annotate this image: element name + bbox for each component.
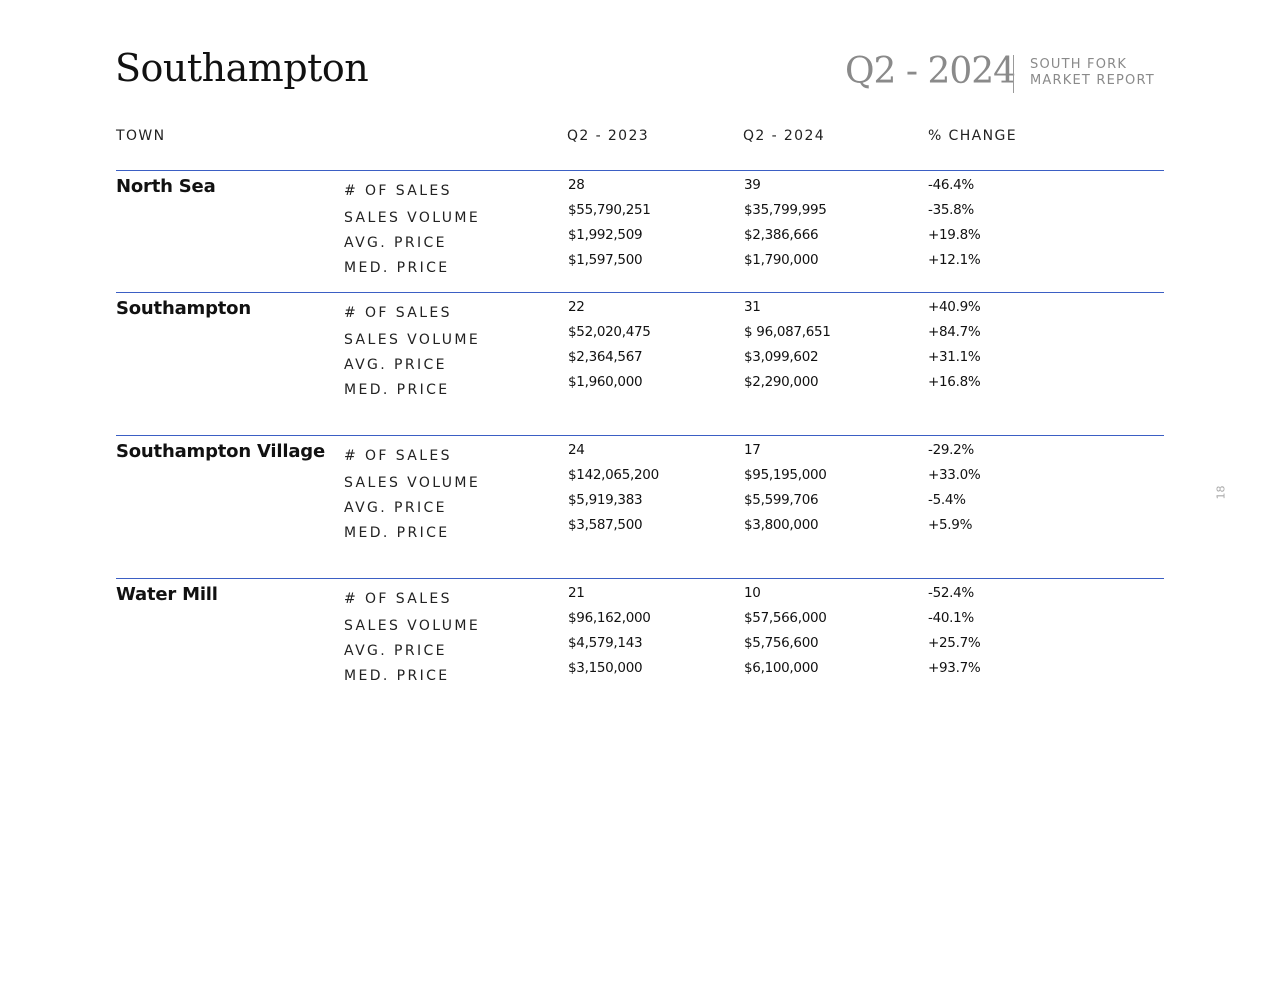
value-q2-2024: $2,386,666 bbox=[744, 227, 819, 243]
town-name: Water Mill bbox=[116, 584, 218, 605]
value-q2-2024: 17 bbox=[744, 442, 761, 458]
value-change: +31.1% bbox=[928, 349, 981, 365]
value-change: +5.9% bbox=[928, 517, 973, 533]
report-name-line-2: MARKET REPORT bbox=[1030, 73, 1155, 88]
value-change: +93.7% bbox=[928, 660, 981, 676]
value-q2-2024: $3,099,602 bbox=[744, 349, 819, 365]
town-section: North Sea # OF SALES 28 39 -46.4% SALES VOLUM… bbox=[116, 170, 1164, 311]
metric-label: AVG. PRICE bbox=[344, 235, 447, 251]
report-quarter: Q2 - 2024 bbox=[845, 51, 1016, 92]
value-change: -29.2% bbox=[928, 442, 974, 458]
town-name: Southampton bbox=[116, 298, 251, 319]
metric-label: MED. PRICE bbox=[344, 260, 450, 276]
value-change: +33.0% bbox=[928, 467, 981, 483]
value-q2-2023: $2,364,567 bbox=[568, 349, 643, 365]
metric-label: SALES VOLUME bbox=[344, 332, 481, 348]
value-change: +25.7% bbox=[928, 635, 981, 651]
column-header-town: TOWN bbox=[116, 128, 166, 144]
value-change: +84.7% bbox=[928, 324, 981, 340]
town-section: Water Mill # OF SALES 21 10 -52.4% SALES VOLU… bbox=[116, 578, 1164, 719]
column-header-q2-2024: Q2 - 2024 bbox=[743, 128, 826, 144]
town-section: Southampton Village # OF SALES 24 17 -29.2% S… bbox=[116, 435, 1164, 576]
town-section: Southampton # OF SALES 22 31 +40.9% SALES VOL… bbox=[116, 292, 1164, 433]
page-title: Southampton bbox=[115, 46, 369, 90]
page-number: 18 bbox=[1214, 485, 1228, 500]
metric-label: AVG. PRICE bbox=[344, 643, 447, 659]
value-q2-2023: $96,162,000 bbox=[568, 610, 651, 626]
town-name: Southampton Village bbox=[116, 441, 325, 462]
value-q2-2024: $1,790,000 bbox=[744, 252, 819, 268]
header-divider bbox=[1013, 55, 1014, 93]
metric-label: SALES VOLUME bbox=[344, 618, 481, 634]
metric-label: MED. PRICE bbox=[344, 382, 450, 398]
report-header: Q2 - 2024 SOUTH FORK MARKET REPORT bbox=[845, 52, 1165, 96]
value-q2-2023: $5,919,383 bbox=[568, 492, 643, 508]
report-name: SOUTH FORK MARKET REPORT bbox=[1030, 57, 1155, 89]
column-header-q2-2023: Q2 - 2023 bbox=[567, 128, 650, 144]
value-q2-2024: 39 bbox=[744, 177, 761, 193]
metric-label: MED. PRICE bbox=[344, 668, 450, 684]
value-change: -46.4% bbox=[928, 177, 974, 193]
value-q2-2023: $3,150,000 bbox=[568, 660, 643, 676]
metric-label: AVG. PRICE bbox=[344, 357, 447, 373]
value-q2-2023: $52,020,475 bbox=[568, 324, 651, 340]
value-q2-2024: 31 bbox=[744, 299, 761, 315]
value-q2-2023: 28 bbox=[568, 177, 585, 193]
value-q2-2023: 24 bbox=[568, 442, 585, 458]
value-q2-2024: $35,799,995 bbox=[744, 202, 827, 218]
metric-label: # OF SALES bbox=[344, 448, 452, 464]
value-change: -40.1% bbox=[928, 610, 974, 626]
value-q2-2024: $57,566,000 bbox=[744, 610, 827, 626]
value-q2-2024: $3,800,000 bbox=[744, 517, 819, 533]
report-name-line-1: SOUTH FORK bbox=[1030, 57, 1128, 72]
metric-label: # OF SALES bbox=[344, 591, 452, 607]
value-q2-2023: $4,579,143 bbox=[568, 635, 643, 651]
value-q2-2023: 21 bbox=[568, 585, 585, 601]
value-q2-2024: $6,100,000 bbox=[744, 660, 819, 676]
value-change: -5.4% bbox=[928, 492, 966, 508]
metric-label: # OF SALES bbox=[344, 305, 452, 321]
town-name: North Sea bbox=[116, 176, 216, 197]
metric-label: AVG. PRICE bbox=[344, 500, 447, 516]
value-q2-2023: 22 bbox=[568, 299, 585, 315]
metric-label: SALES VOLUME bbox=[344, 210, 481, 226]
value-q2-2023: $1,597,500 bbox=[568, 252, 643, 268]
metric-label: # OF SALES bbox=[344, 183, 452, 199]
value-q2-2024: $ 96,087,651 bbox=[744, 324, 831, 340]
value-q2-2023: $1,992,509 bbox=[568, 227, 643, 243]
value-change: +40.9% bbox=[928, 299, 981, 315]
column-header-change: % CHANGE bbox=[928, 128, 1017, 144]
value-change: +19.8% bbox=[928, 227, 981, 243]
value-change: +16.8% bbox=[928, 374, 981, 390]
value-q2-2024: $95,195,000 bbox=[744, 467, 827, 483]
value-q2-2024: $5,756,600 bbox=[744, 635, 819, 651]
value-change: +12.1% bbox=[928, 252, 981, 268]
value-q2-2024: $5,599,706 bbox=[744, 492, 819, 508]
metric-label: SALES VOLUME bbox=[344, 475, 481, 491]
value-change: -52.4% bbox=[928, 585, 974, 601]
value-change: -35.8% bbox=[928, 202, 974, 218]
value-q2-2023: $142,065,200 bbox=[568, 467, 659, 483]
value-q2-2023: $1,960,000 bbox=[568, 374, 643, 390]
value-q2-2023: $55,790,251 bbox=[568, 202, 651, 218]
value-q2-2023: $3,587,500 bbox=[568, 517, 643, 533]
value-q2-2024: 10 bbox=[744, 585, 761, 601]
value-q2-2024: $2,290,000 bbox=[744, 374, 819, 390]
metric-label: MED. PRICE bbox=[344, 525, 450, 541]
